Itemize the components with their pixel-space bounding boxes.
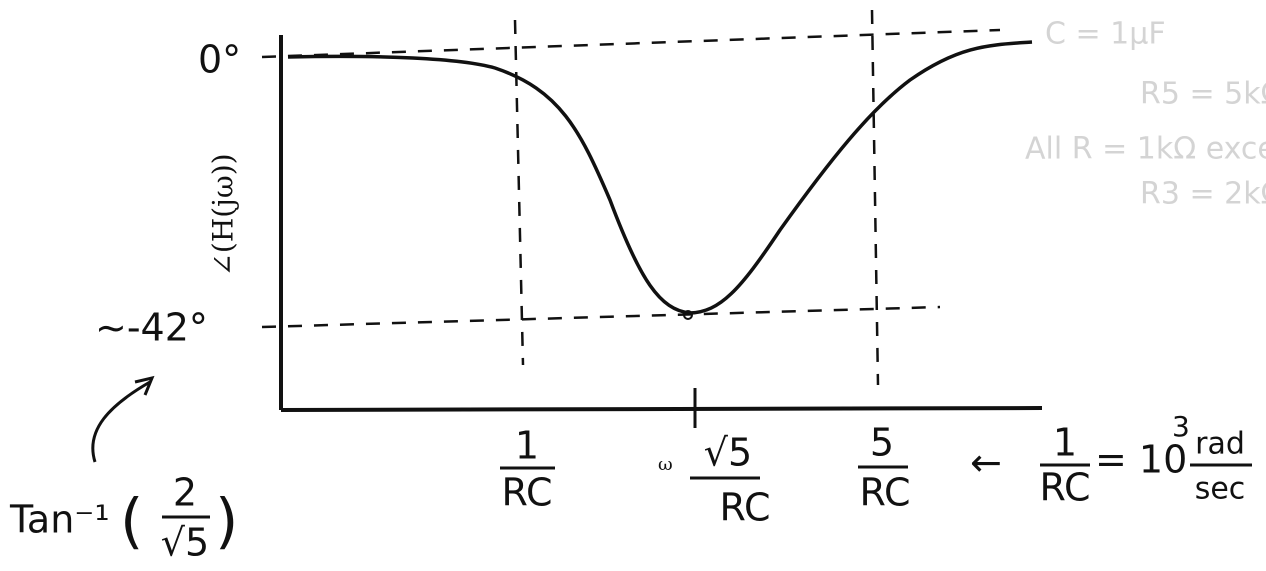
fraction-num: 1 [1053, 421, 1077, 465]
fraction-den: RC [859, 471, 910, 515]
note-text: = 10 [1095, 438, 1187, 482]
guide-line [513, 19, 525, 366]
guide-line [261, 305, 941, 329]
guide-line [261, 28, 1001, 59]
ghost-text: R5 = 5kΩ [1140, 77, 1266, 112]
paren: ( [120, 487, 143, 557]
pointer-arrow [91, 375, 155, 463]
paren: ) [215, 487, 238, 557]
ghost-text: C = 1μF [1045, 17, 1166, 52]
fraction-den: RC [501, 471, 552, 515]
fraction-den: √5 [161, 521, 209, 565]
phase-curve [287, 40, 1033, 315]
guide-line [870, 9, 880, 386]
fraction-num: 5 [870, 421, 894, 465]
fraction-num: 1 [515, 424, 539, 468]
y-axis-label: ∠(H(jω)) [207, 153, 240, 276]
fraction-num: √5 [704, 431, 752, 475]
min-point [683, 310, 693, 320]
fraction-den: sec [1195, 472, 1246, 507]
x-axis-label: ω [658, 454, 673, 475]
exponent: 3 [1172, 410, 1190, 443]
y-tick-label: ~-42° [95, 306, 208, 350]
fraction-num: 2 [173, 471, 197, 515]
annotation-func: Tan⁻¹ [9, 498, 110, 542]
fraction-den: RC [1039, 466, 1090, 510]
arrow-text: ← [970, 441, 1002, 485]
x-axis [280, 406, 1043, 412]
fraction-den: RC [719, 486, 770, 530]
ghost-text: All R = 1kΩ except [1025, 132, 1266, 167]
ghost-text: R3 = 2kΩ [1140, 177, 1266, 212]
fraction-num: rad [1195, 427, 1245, 462]
y-tick-label: 0° [198, 38, 241, 82]
